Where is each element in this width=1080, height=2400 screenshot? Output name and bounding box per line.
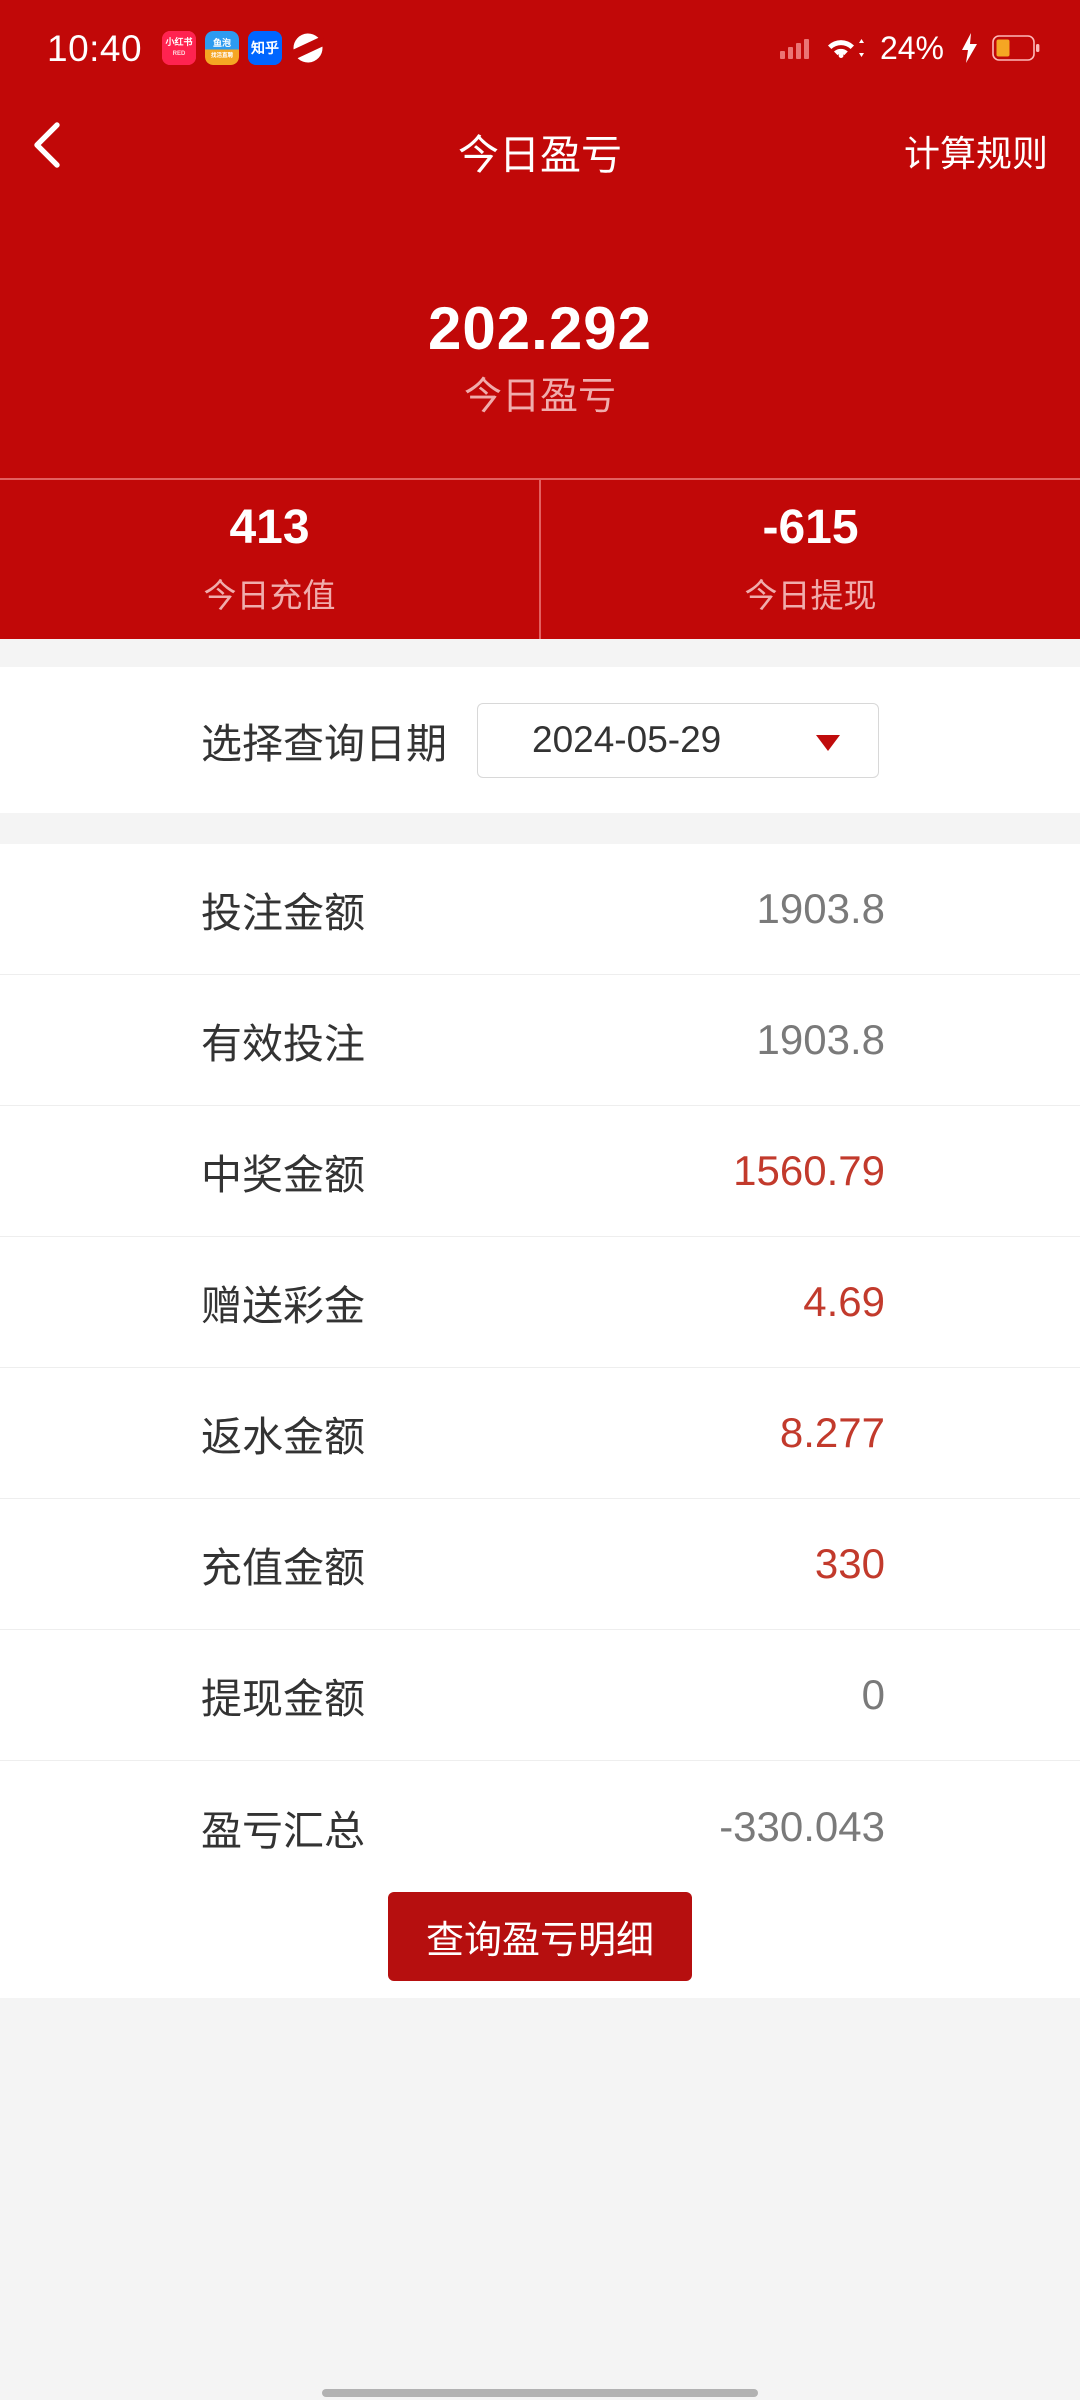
svg-text:找活直聘: 找活直聘 (211, 51, 234, 59)
svg-text:鱼泡: 鱼泡 (213, 37, 231, 48)
svg-text:小红书: 小红书 (165, 36, 193, 47)
svg-text:RED: RED (173, 51, 186, 57)
svg-text:知乎: 知乎 (251, 40, 279, 56)
